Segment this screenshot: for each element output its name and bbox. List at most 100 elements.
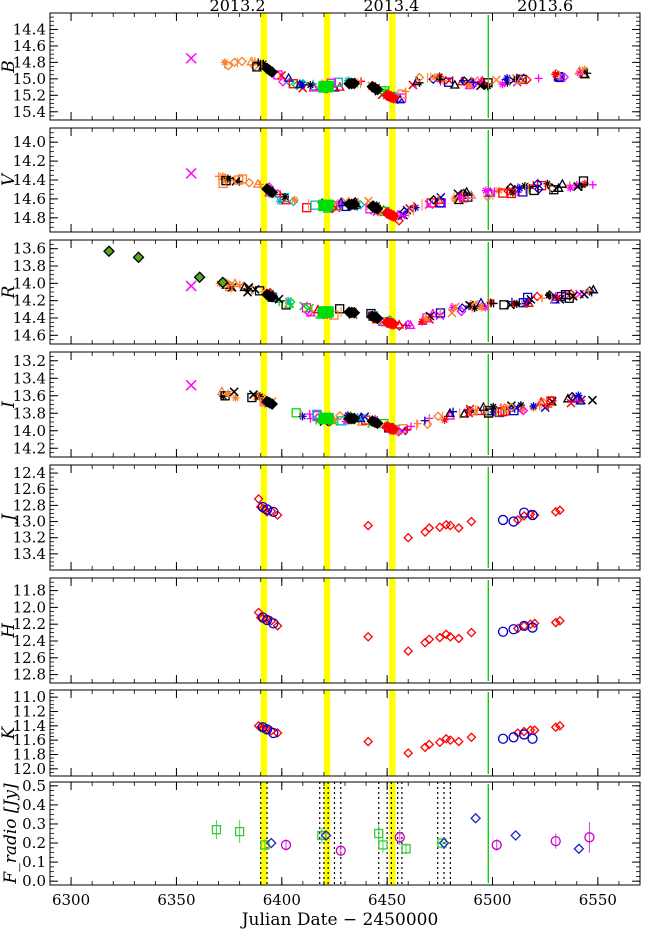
yellow-band [389,13,396,120]
data-point [553,293,562,302]
y-tick-label: 0.3 [22,815,46,833]
nir-circle-point [497,514,509,526]
data-point [394,215,404,226]
data-point [532,178,543,189]
panel-R: 13.613.814.014.214.414.6 R [0,239,641,345]
nir-circle-point [508,516,519,527]
data-point [570,292,579,301]
panel-band-label: J [0,513,19,524]
radio-circle-point [335,845,346,856]
radio-diamond-point [265,837,277,849]
yellow-band [389,352,396,457]
data-point [537,294,546,303]
y-tick-label: 12.0 [13,760,46,778]
early-point [132,251,145,264]
data-point [235,280,244,289]
panel-B: 14.414.614.815.015.215.4 B [0,12,641,121]
data-point [231,393,240,402]
data-point [448,303,457,312]
nir-diamond-point [550,617,561,628]
data-point [330,416,339,425]
data-point [436,75,445,84]
nir-circle-point [261,504,273,515]
data-point [447,308,457,318]
data-point [298,412,307,421]
data-point [551,70,560,79]
nir-circle-point [527,733,538,744]
nir-diamond-point [445,631,456,642]
data-point [529,185,539,196]
data-point [405,203,415,213]
early-point [193,271,206,284]
data-point [387,210,400,222]
data-point [291,408,301,418]
y-tick-label: 14.2 [13,152,46,170]
data-point [508,188,517,197]
nir-circle-point [268,506,279,517]
nir-diamond-point [403,532,414,543]
data-point [420,416,429,425]
data-point [470,304,479,313]
data-point [512,75,521,84]
panel-frame [49,577,641,684]
y-tick-label: 13.2 [13,352,46,370]
data-point [459,408,470,418]
data-point [516,401,525,410]
y-tick-label: 14.0 [13,133,46,151]
y-tick-label: 14.0 [13,274,46,292]
data-point [411,203,420,212]
nir-diamond-point [424,523,435,533]
nir-diamond-point [445,735,456,746]
data-point [414,72,425,83]
data-point [219,392,228,401]
nir-diamond-point [363,520,374,531]
nir-diamond-point [466,627,477,638]
data-point [424,200,434,210]
data-point [518,187,528,197]
data-point [223,60,234,71]
data-point [577,182,586,191]
data-point [397,89,407,99]
y-tick-label: 13.8 [13,404,46,422]
data-point [457,303,468,314]
radio-square-point [374,828,384,839]
y-tick-label: 14.8 [13,209,46,227]
data-point [280,195,291,205]
data-point [348,412,361,425]
data-point [553,182,564,192]
data-point [499,300,509,310]
yellow-band [323,465,331,570]
x-tick-label: 6500 [473,891,511,909]
yellow-band [389,128,396,232]
top-year-label: 2013.2 [210,0,266,15]
panel-radio: 0.00.10.20.30.40.5F_radio [Jy] 6300 6350 64… [1,777,641,909]
data-point [334,199,343,208]
nir-diamond-point [555,720,565,731]
y-tick-label: 11.8 [13,582,46,600]
year-labels: 2013.2 2013.4 2013.6 [210,0,574,15]
outlier-point [185,167,197,179]
nir-circle-point [497,626,509,637]
data-point [450,302,460,312]
data-point [490,187,499,196]
radio-square-point [401,844,411,854]
nir-diamond-point [363,631,374,642]
yellow-band [323,240,331,344]
y-tick-label: 0.1 [22,853,46,871]
data-point [544,290,555,300]
radio-circle-point [394,832,405,843]
data-point [449,407,458,416]
data-point [580,65,589,74]
y-tick-label: 13.4 [13,545,46,563]
data-point [290,195,299,204]
y-tick-label: 13.4 [13,369,46,387]
data-point [394,94,406,104]
yellow-band [323,352,331,457]
nir-circle-point [268,618,279,629]
x-tick-label: 6400 [263,891,301,909]
data-point [584,286,593,295]
data-point [575,395,586,405]
y-tick-label: 14.6 [13,326,46,344]
yellow-band [323,578,331,683]
